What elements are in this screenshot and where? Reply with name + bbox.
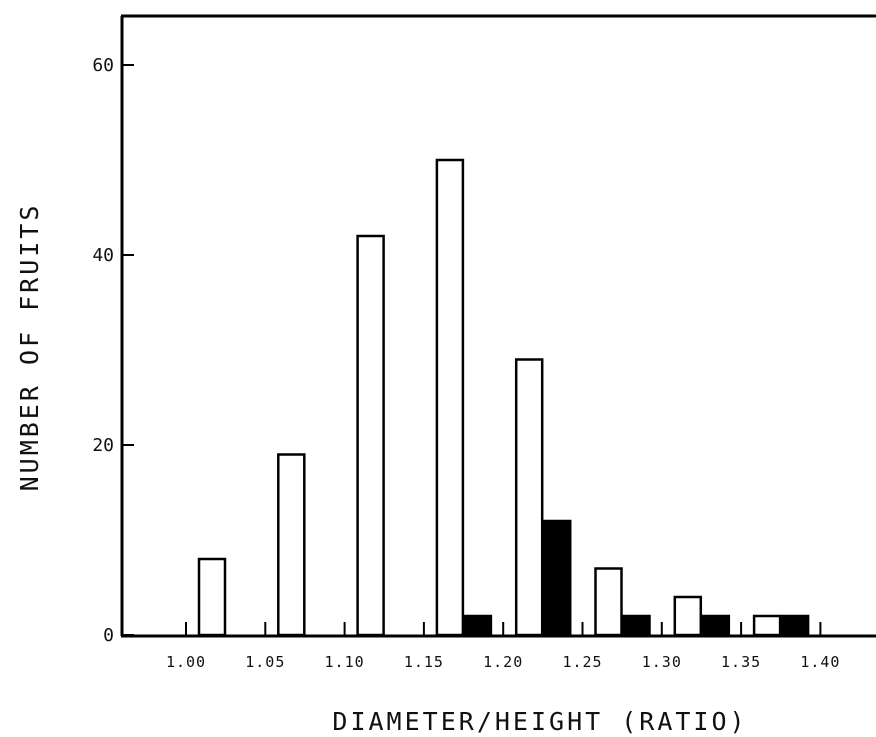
x-tick-label-1.30: 1.30 — [642, 653, 682, 671]
open-bar-1.00 — [197, 557, 227, 637]
y-tick-label-20: 20 — [92, 435, 114, 456]
y-axis-ticks: 0 20 40 60 — [92, 55, 134, 646]
filled-bar-1.35 — [780, 614, 810, 637]
x-tick-label-1.00: 1.00 — [166, 653, 206, 671]
x-tick-label-1.35: 1.35 — [721, 653, 761, 671]
filled-bar-1.20 — [542, 519, 572, 637]
open-bar-1.20 — [514, 358, 544, 637]
y-tick-label-60: 60 — [92, 55, 114, 76]
open-bar-1.10 — [356, 234, 385, 637]
x-axis-ticks: 1.00 1.05 1.10 1.15 1.20 1.25 1.30 1.35 1.40 — [166, 622, 840, 671]
y-axis-title: NUMBER OF FRUITS — [15, 203, 44, 492]
filled-bar-1.30 — [701, 614, 731, 637]
open-bar-1.25 — [594, 567, 623, 637]
filled-bar-1.15 — [463, 614, 493, 637]
x-tick-label-1.10: 1.10 — [325, 653, 365, 671]
open-bar-1.35 — [752, 614, 782, 637]
x-tick-label-1.40: 1.40 — [800, 653, 840, 671]
x-tick-label-1.05: 1.05 — [245, 653, 285, 671]
x-tick-label-1.20: 1.20 — [483, 653, 523, 671]
y-tick-label-0: 0 — [103, 625, 114, 646]
open-bar-1.30 — [673, 595, 703, 637]
bars-group — [197, 158, 810, 637]
y-tick-label-40: 40 — [92, 245, 114, 266]
x-axis-title: DIAMETER/HEIGHT (RATIO) — [332, 707, 747, 736]
open-bar-1.15 — [435, 158, 465, 637]
open-bar-1.05 — [277, 453, 306, 637]
filled-bar-1.25 — [622, 614, 651, 637]
x-tick-label-1.15: 1.15 — [404, 653, 444, 671]
plot-frame — [120, 14, 876, 638]
x-tick-label-1.25: 1.25 — [562, 653, 602, 671]
